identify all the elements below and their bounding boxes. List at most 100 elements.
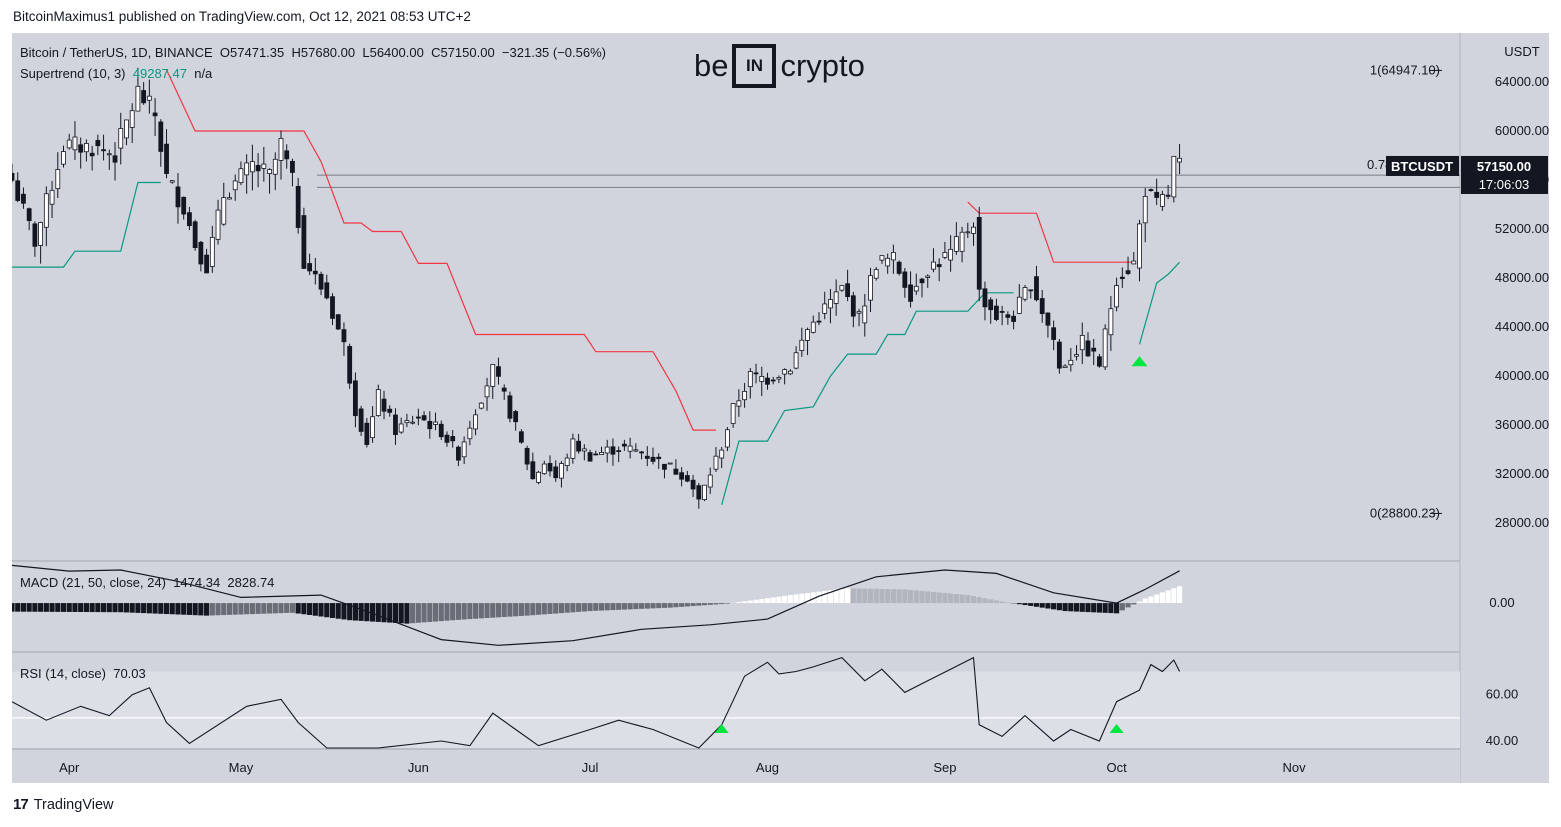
candle <box>747 367 753 399</box>
macd-histogram-bar <box>60 603 67 612</box>
candle <box>364 417 370 448</box>
macd-histogram-bar <box>381 603 387 623</box>
candle <box>467 420 473 446</box>
macd-histogram-bar <box>501 603 507 617</box>
macd-histogram-bar <box>43 603 49 612</box>
candle-body <box>473 414 478 430</box>
tradingview-logo-icon: 17 <box>13 796 29 813</box>
candle-body <box>192 221 198 249</box>
candle <box>908 271 913 308</box>
candle-body <box>21 193 26 204</box>
supertrend-up-2 <box>721 292 1014 505</box>
candle <box>644 446 650 467</box>
tradingview-footer[interactable]: 17 TradingView <box>13 796 113 813</box>
macd-histogram-bar <box>100 603 107 613</box>
macd-label[interactable]: MACD (21, 50, close, 24) <box>20 575 166 590</box>
candles[interactable] <box>12 67 1182 509</box>
candle <box>456 445 461 467</box>
candle-body <box>438 423 444 438</box>
macd-histogram-bar <box>152 603 158 614</box>
candle-body <box>484 385 490 398</box>
macd-histogram-bar <box>421 603 427 623</box>
macd-histogram-bar <box>581 603 587 612</box>
macd-histogram-bar <box>919 590 925 604</box>
candle <box>181 196 187 220</box>
macd-histogram-bar <box>255 603 261 614</box>
candle <box>959 226 965 263</box>
supertrend-down-3 <box>967 201 1134 263</box>
candle <box>994 298 999 322</box>
candle-body <box>862 305 868 324</box>
candle <box>593 450 599 456</box>
candle-body <box>415 416 421 419</box>
candle-body <box>845 283 851 298</box>
candle <box>221 182 227 226</box>
candle <box>66 133 72 150</box>
candle <box>55 152 61 198</box>
candle-body <box>616 450 622 453</box>
candle <box>501 384 507 400</box>
macd-pane <box>12 564 1183 646</box>
macd-histogram-bar <box>78 603 84 612</box>
rsi-value: 70.03 <box>113 666 146 681</box>
time-label-nov: Nov <box>1282 760 1306 775</box>
macd-histogram-bar <box>278 603 284 614</box>
candle-body <box>976 216 982 290</box>
candle <box>158 119 164 167</box>
candle-body <box>181 196 187 215</box>
candle-body <box>770 379 776 382</box>
macd-histogram-bar <box>1073 603 1080 612</box>
candle-body <box>1028 289 1034 292</box>
candle-body <box>124 119 129 139</box>
macd-histogram-bar <box>392 603 399 623</box>
macd-histogram-bar <box>249 603 255 615</box>
candle <box>433 412 438 431</box>
candle-body <box>427 420 433 430</box>
candle-body <box>101 149 106 152</box>
candle <box>822 291 828 320</box>
candle-body <box>141 90 147 104</box>
chart-frame[interactable]: 1(64947.10)0.786(572170(28800.23) USDT64… <box>12 33 1549 783</box>
macd-histogram-bar <box>799 593 805 604</box>
macd-histogram-bar <box>226 603 233 615</box>
candle-body <box>175 186 181 208</box>
candle-body <box>198 241 204 265</box>
macd-histogram-bar <box>341 603 347 620</box>
time-label-oct: Oct <box>1106 760 1127 775</box>
rsi-label[interactable]: RSI (14, close) <box>20 666 106 681</box>
candle-body <box>204 254 209 274</box>
candle <box>1005 311 1011 325</box>
candle-body <box>261 163 267 169</box>
macd-axis-label-0: 0.00 <box>1489 595 1514 610</box>
candle-body <box>913 285 919 292</box>
candle <box>1102 324 1108 370</box>
macd-histogram-bar <box>221 603 227 616</box>
chart-svg[interactable]: 1(64947.10)0.786(572170(28800.23) USDT64… <box>12 33 1549 783</box>
macd-histogram-bar <box>948 593 954 604</box>
candle <box>1091 338 1097 366</box>
candle-body <box>347 346 353 384</box>
candle <box>976 206 982 302</box>
candle <box>707 467 713 494</box>
candle <box>982 281 988 321</box>
symbol-label[interactable]: Bitcoin / TetherUS, 1D, BINANCE <box>20 45 213 60</box>
macd-value-2: 2828.74 <box>227 575 275 590</box>
candle-body <box>707 474 713 488</box>
candle-body <box>719 449 725 459</box>
price-label-9: 32000.00 <box>1495 466 1549 481</box>
candle <box>862 294 868 337</box>
macd-histogram-bar <box>1102 603 1108 613</box>
macd-histogram-bar <box>432 603 439 622</box>
candle <box>26 207 32 231</box>
macd-histogram-bar <box>375 603 381 622</box>
candle <box>776 375 782 384</box>
macd-histogram-bar <box>175 603 181 615</box>
candle <box>484 377 490 411</box>
candle <box>478 402 484 410</box>
macd-histogram-bar <box>495 603 502 618</box>
candle <box>375 384 381 417</box>
candle-body <box>518 431 524 443</box>
candle-body <box>742 390 747 401</box>
supertrend-label[interactable]: Supertrend (10, 3) <box>20 66 126 81</box>
candle <box>856 308 862 327</box>
